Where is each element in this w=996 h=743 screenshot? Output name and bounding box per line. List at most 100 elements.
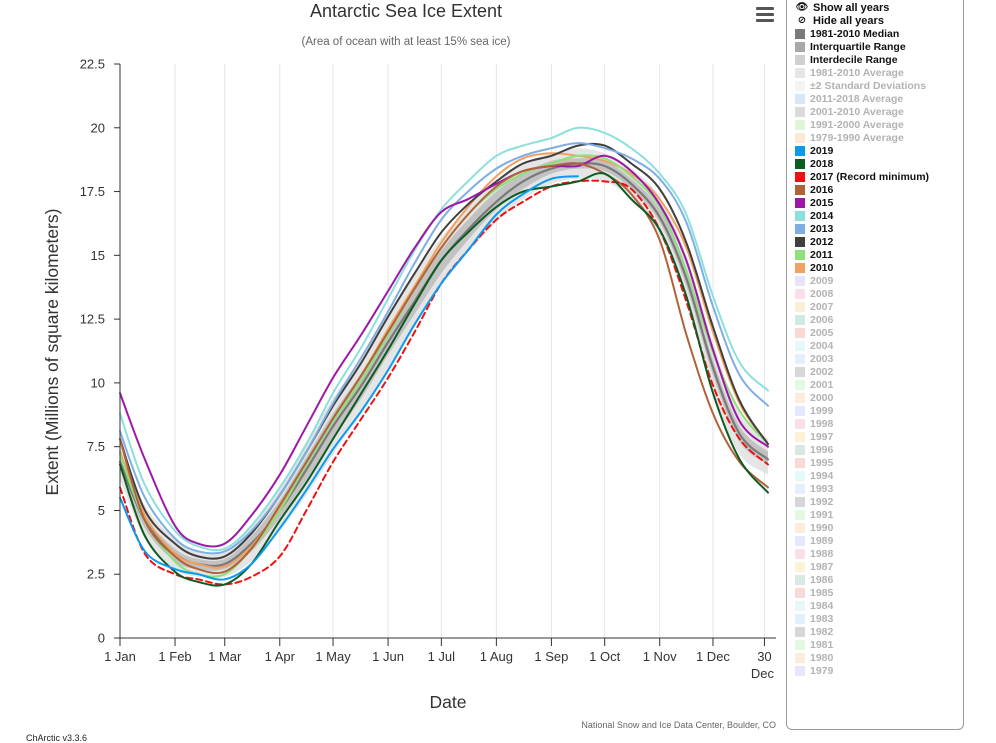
legend-item-label: 2010: [810, 261, 834, 274]
legend-item[interactable]: 1989: [795, 534, 963, 547]
legend-item[interactable]: 1979: [795, 664, 963, 677]
legend-swatch: [795, 561, 805, 572]
legend-item[interactable]: 2016: [795, 183, 963, 196]
legend-item-label: 1988: [810, 547, 834, 560]
legend-swatch: [795, 119, 805, 130]
legend-item[interactable]: 2011-2018 Average: [795, 92, 963, 105]
legend-item[interactable]: 1983: [795, 612, 963, 625]
legend-item[interactable]: Interdecile Range: [795, 53, 963, 66]
y-tick-label: 12.5: [80, 312, 105, 327]
legend-item[interactable]: 2004: [795, 339, 963, 352]
legend-swatch: [795, 379, 805, 390]
legend-item[interactable]: 2015: [795, 196, 963, 209]
legend-item[interactable]: 1986: [795, 573, 963, 586]
legend-item[interactable]: 1996: [795, 443, 963, 456]
legend-item-label: 2015: [810, 196, 834, 209]
legend-item[interactable]: 1997: [795, 430, 963, 443]
legend-item[interactable]: 2013: [795, 222, 963, 235]
legend-item[interactable]: 1981: [795, 638, 963, 651]
legend-item[interactable]: 2014: [795, 209, 963, 222]
legend-item[interactable]: 1984: [795, 599, 963, 612]
legend-item[interactable]: 1995: [795, 456, 963, 469]
show-all-years-button[interactable]: 👁 Show all years: [795, 1, 963, 14]
legend-item[interactable]: 2006: [795, 313, 963, 326]
legend-item-label: 2002: [810, 365, 834, 378]
legend-item-label: 2018: [810, 157, 834, 170]
legend-item-label: Interdecile Range: [810, 53, 898, 66]
legend-item[interactable]: 1982: [795, 625, 963, 638]
legend-item[interactable]: 1991-2000 Average: [795, 118, 963, 131]
legend-item[interactable]: 2001: [795, 378, 963, 391]
legend-item[interactable]: 2001-2010 Average: [795, 105, 963, 118]
legend-swatch: [795, 340, 805, 351]
legend-item[interactable]: 1993: [795, 482, 963, 495]
legend-item[interactable]: 2005: [795, 326, 963, 339]
series-line: [119, 162, 769, 575]
legend-item[interactable]: 1980: [795, 651, 963, 664]
legend-swatch: [795, 80, 805, 91]
legend-item-label: 1984: [810, 599, 834, 612]
legend-item[interactable]: 2010: [795, 261, 963, 274]
legend-item-label: 1981: [810, 638, 834, 651]
legend-swatch: [795, 93, 805, 104]
legend-swatch: [795, 67, 805, 78]
legend-swatch: [795, 470, 805, 481]
legend-swatch: [795, 483, 805, 494]
legend-item[interactable]: 1990: [795, 521, 963, 534]
legend-item[interactable]: 2007: [795, 300, 963, 313]
legend-swatch: [795, 535, 805, 546]
legend-item-label: 1991-2000 Average: [810, 118, 904, 131]
legend-item[interactable]: 2011: [795, 248, 963, 261]
legend-item-label: 1990: [810, 521, 834, 534]
legend-item[interactable]: 1988: [795, 547, 963, 560]
legend-item[interactable]: 2000: [795, 391, 963, 404]
eye-slash-icon: ⊘: [797, 15, 807, 26]
x-tick-label: 1 Feb: [158, 649, 191, 664]
legend-item[interactable]: 1991: [795, 508, 963, 521]
legend-item-label: 2001: [810, 378, 834, 391]
legend-swatch: [795, 574, 805, 585]
legend-item[interactable]: 2018: [795, 157, 963, 170]
y-tick-label: 5: [98, 503, 105, 518]
legend-item[interactable]: 1981-2010 Average: [795, 66, 963, 79]
legend-item[interactable]: 1985: [795, 586, 963, 599]
legend-item-label: 2016: [810, 183, 834, 196]
legend-item[interactable]: 1979-1990 Average: [795, 131, 963, 144]
legend-item-label: 2012: [810, 235, 834, 248]
legend-item-label: 2019: [810, 144, 834, 157]
series-line: [119, 142, 769, 555]
legend-item[interactable]: 2008: [795, 287, 963, 300]
legend-item-label: 1992: [810, 495, 834, 508]
legend-item-label: 2014: [810, 209, 834, 222]
legend-item[interactable]: 2012: [795, 235, 963, 248]
legend-item[interactable]: 2009: [795, 274, 963, 287]
legend-item[interactable]: ±2 Standard Deviations: [795, 79, 963, 92]
legend-item[interactable]: 2002: [795, 365, 963, 378]
legend-swatch: [795, 275, 805, 286]
legend-item[interactable]: 1994: [795, 469, 963, 482]
legend-swatch: [795, 262, 805, 273]
legend-item-label: 1985: [810, 586, 834, 599]
legend-panel: 👁 Show all years ⊘ Hide all years 1981-2…: [786, 0, 964, 730]
legend-item[interactable]: 1998: [795, 417, 963, 430]
hide-all-years-button[interactable]: ⊘ Hide all years: [795, 14, 963, 27]
legend-item[interactable]: 2003: [795, 352, 963, 365]
legend-item[interactable]: 1981-2010 Median: [795, 27, 963, 40]
legend-item[interactable]: 2017 (Record minimum): [795, 170, 963, 183]
legend-item-label: 2009: [810, 274, 834, 287]
y-tick-label: 0: [98, 631, 105, 646]
legend-item-label: 2003: [810, 352, 834, 365]
legend-item[interactable]: Interquartile Range: [795, 40, 963, 53]
legend-item[interactable]: 1987: [795, 560, 963, 573]
chart-menu-button[interactable]: [752, 4, 778, 26]
legend-swatch: [795, 626, 805, 637]
legend-item[interactable]: 2019: [795, 144, 963, 157]
legend-item[interactable]: 1992: [795, 495, 963, 508]
series-line: [119, 172, 769, 587]
legend-item-label: ±2 Standard Deviations: [810, 79, 927, 92]
legend-swatch: [795, 600, 805, 611]
series-line: [119, 142, 769, 560]
legend-item-label: 1994: [810, 469, 834, 482]
legend-item[interactable]: 1999: [795, 404, 963, 417]
legend-swatch: [795, 613, 805, 624]
